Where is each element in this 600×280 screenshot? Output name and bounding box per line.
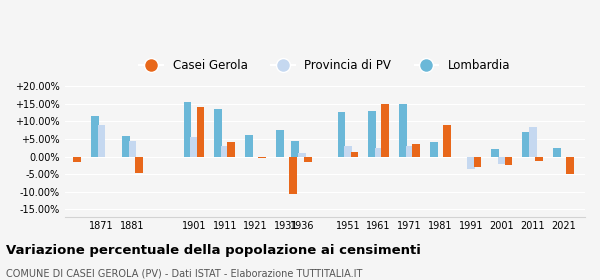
Bar bbox=[184, 102, 191, 157]
Bar bbox=[221, 146, 229, 157]
Bar bbox=[304, 157, 312, 162]
Bar bbox=[338, 113, 345, 157]
Bar bbox=[258, 157, 266, 158]
Text: COMUNE DI CASEI GEROLA (PV) - Dati ISTAT - Elaborazione TUTTITALIA.IT: COMUNE DI CASEI GEROLA (PV) - Dati ISTAT… bbox=[6, 269, 362, 279]
Bar bbox=[522, 132, 530, 157]
Bar bbox=[382, 104, 389, 157]
Bar bbox=[292, 141, 299, 157]
Bar bbox=[498, 157, 506, 164]
Bar bbox=[505, 157, 512, 165]
Bar bbox=[197, 107, 205, 157]
Bar bbox=[344, 146, 352, 157]
Bar bbox=[491, 150, 499, 157]
Bar bbox=[412, 144, 420, 157]
Bar bbox=[350, 152, 358, 157]
Bar bbox=[122, 136, 130, 157]
Bar bbox=[298, 153, 305, 157]
Bar bbox=[474, 157, 481, 167]
Bar bbox=[135, 157, 143, 174]
Bar bbox=[467, 157, 475, 169]
Legend: Casei Gerola, Provincia di PV, Lombardia: Casei Gerola, Provincia di PV, Lombardia bbox=[135, 55, 515, 77]
Text: Variazione percentuale della popolazione ai censimenti: Variazione percentuale della popolazione… bbox=[6, 244, 421, 256]
Bar bbox=[399, 104, 407, 157]
Bar bbox=[535, 157, 543, 161]
Bar bbox=[430, 143, 437, 157]
Bar bbox=[375, 148, 383, 157]
Bar bbox=[406, 146, 413, 157]
Bar bbox=[245, 136, 253, 157]
Bar bbox=[98, 125, 106, 157]
Bar bbox=[553, 148, 561, 157]
Bar bbox=[529, 127, 536, 157]
Bar bbox=[289, 157, 297, 193]
Bar bbox=[227, 143, 235, 157]
Bar bbox=[73, 157, 81, 162]
Bar bbox=[190, 137, 198, 157]
Bar bbox=[368, 111, 376, 157]
Bar bbox=[566, 157, 574, 174]
Bar bbox=[214, 109, 222, 157]
Bar bbox=[91, 116, 99, 157]
Bar bbox=[128, 141, 136, 157]
Bar bbox=[443, 125, 451, 157]
Bar bbox=[276, 130, 284, 157]
